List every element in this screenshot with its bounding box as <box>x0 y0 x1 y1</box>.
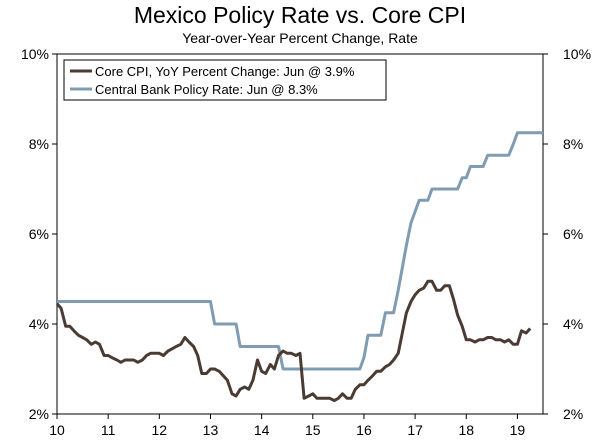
x-tick-label: 11 <box>101 422 116 438</box>
legend-label-policy-rate: Central Bank Policy Rate: Jun @ 8.3% <box>95 82 318 97</box>
x-tick-label: 17 <box>407 422 423 438</box>
y-tick-label-left: 10% <box>21 46 49 62</box>
x-tick-label: 15 <box>305 422 321 438</box>
y-axis-left: 2% 4% 6% 8% 10% <box>21 46 57 422</box>
x-axis: 10 11 12 13 14 15 16 17 18 19 <box>49 414 525 438</box>
legend-label-core-cpi: Core CPI, YoY Percent Change: Jun @ 3.9% <box>95 64 355 79</box>
y-tick-label-right: 6% <box>563 226 583 242</box>
x-tick-label: 14 <box>254 422 270 438</box>
x-tick-label: 19 <box>510 422 526 438</box>
chart-subtitle: Year-over-Year Percent Change, Rate <box>182 30 418 46</box>
x-tick-label: 16 <box>356 422 372 438</box>
y-tick-label-left: 2% <box>29 406 49 422</box>
x-tick-label: 12 <box>152 422 168 438</box>
legend: Core CPI, YoY Percent Change: Jun @ 3.9%… <box>63 59 387 101</box>
chart-title: Mexico Policy Rate vs. Core CPI <box>133 2 467 28</box>
y-tick-label-right: 10% <box>563 46 591 62</box>
y-tick-label-right: 2% <box>563 406 583 422</box>
y-tick-label-right: 4% <box>563 316 583 332</box>
series-layer <box>55 131 543 402</box>
y-tick-label-left: 6% <box>29 226 49 242</box>
legend-box <box>63 59 387 101</box>
x-tick-label: 13 <box>203 422 219 438</box>
series-line-policy-rate <box>57 131 543 371</box>
x-tick-label: 10 <box>49 422 65 438</box>
y-tick-label-left: 4% <box>29 316 49 332</box>
y-tick-label-right: 8% <box>563 136 583 152</box>
y-axis-right: 2% 4% 6% 8% 10% <box>543 46 591 422</box>
y-tick-label-left: 8% <box>29 136 49 152</box>
x-tick-label: 18 <box>458 422 474 438</box>
series-line-core-cpi <box>55 279 532 402</box>
